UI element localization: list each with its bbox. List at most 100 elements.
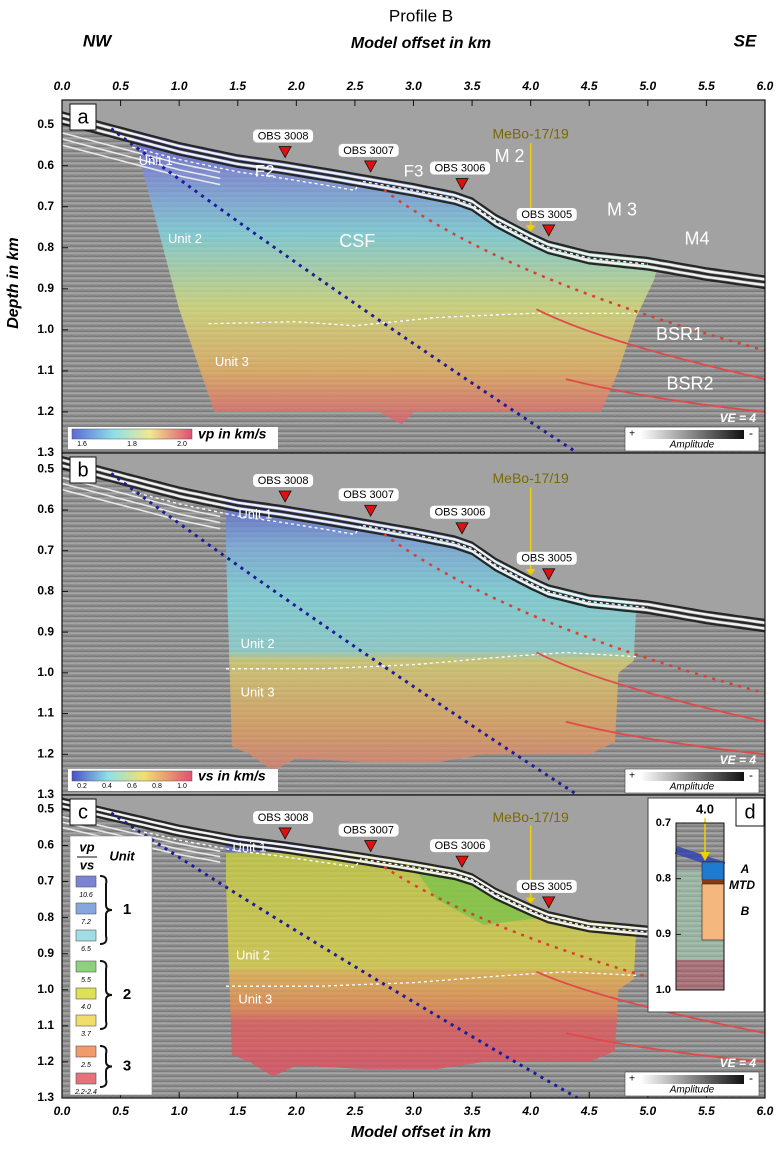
inset-layer-a — [701, 861, 725, 881]
x-tick-label: 5.5 — [698, 79, 715, 93]
bsr-line — [536, 651, 765, 723]
panel-label-box — [69, 798, 97, 826]
x-tick-label: 1.0 — [171, 79, 188, 93]
y-tick-label: 0.9 — [37, 946, 54, 960]
obs-marker — [455, 855, 469, 868]
x-tick-label: 3.0 — [405, 1104, 422, 1118]
unit-boundary — [226, 971, 637, 987]
x-tick-label: 5.0 — [639, 79, 656, 93]
obs-label-box — [430, 505, 491, 519]
obs-label-box — [253, 129, 314, 143]
obs-label-box — [430, 161, 491, 175]
inset-arrow-head — [700, 852, 710, 861]
legend-swatch — [75, 987, 97, 1000]
y-tick-label: 0.5 — [37, 461, 54, 475]
x-tick-label: 6.0 — [757, 1104, 774, 1118]
legend-unit: 3 — [123, 1057, 131, 1074]
legend-ratio: 3.7 — [81, 1031, 92, 1038]
bsr-line — [536, 970, 765, 1034]
legend-ratio: 4.0 — [81, 1004, 91, 1011]
direction-label: SE — [734, 31, 757, 50]
colorbar-label: vs in km/s — [198, 768, 266, 784]
x-tick-label: 5.0 — [639, 1104, 656, 1118]
x-tick-label: 1.0 — [171, 1104, 188, 1118]
legend-swatch — [75, 929, 97, 942]
x-tick-label: 5.5 — [698, 1104, 715, 1118]
legend-ratio: 5.5 — [81, 977, 91, 984]
legend-header: vs — [80, 857, 94, 872]
panel-label-box — [69, 103, 97, 131]
obs-label: OBS 3005 — [521, 881, 572, 893]
shallow-reflector — [62, 138, 221, 180]
x-tick-label: 4.5 — [580, 79, 598, 93]
colorbar-tick: 0.6 — [127, 783, 137, 790]
colorbar-tick: 1.6 — [77, 441, 87, 448]
annotation: Unit 2 — [236, 947, 270, 962]
obs-label-box — [516, 207, 577, 221]
obs-label: OBS 3006 — [435, 507, 486, 519]
obs-marker — [278, 490, 292, 503]
annotation: Unit 3 — [241, 685, 275, 700]
amplitude-minus: - — [749, 768, 753, 782]
blue-dotted-line — [110, 811, 579, 1098]
velocity-model — [226, 834, 637, 1077]
obs-label: OBS 3005 — [521, 209, 572, 221]
inset-y-tick-label: 0.7 — [656, 817, 671, 829]
x-tick-label: 6.0 — [757, 79, 774, 93]
obs-marker — [455, 178, 469, 191]
velocity-model — [132, 130, 660, 425]
ve-label: VE = 4 — [720, 1056, 757, 1070]
blue-dotted-line — [110, 472, 579, 795]
y-tick-label: 1.0 — [37, 665, 54, 679]
y-tick-label: 1.2 — [37, 1054, 54, 1068]
amplitude-bar — [640, 430, 744, 439]
blue-dotted-line — [110, 127, 579, 453]
obs-marker — [278, 827, 292, 840]
y-tick-label: 0.8 — [37, 240, 54, 254]
y-tick-label: 1.1 — [37, 363, 54, 377]
x-tick-label: 2.0 — [287, 1104, 305, 1118]
x-tick-label: 1.5 — [229, 1104, 246, 1118]
inset-y-tick-label: 0.8 — [656, 873, 671, 885]
seafloor-reflector — [62, 122, 765, 290]
obs-label: OBS 3008 — [258, 475, 309, 487]
y-tick-label: 0.8 — [37, 910, 54, 924]
annotation: Unit 3 — [215, 354, 249, 369]
y-tick-label: 1.2 — [37, 404, 54, 418]
direction-label: NW — [83, 31, 113, 50]
seafloor-reflector — [62, 456, 765, 621]
legend-ratio: 10.6 — [79, 892, 93, 899]
seafloor-reflector — [62, 111, 765, 278]
inset-y-tick-label: 0.9 — [656, 928, 671, 940]
legend-unit: 2 — [123, 986, 131, 1003]
well-arrow — [525, 225, 536, 232]
colorbar — [71, 428, 193, 440]
y-tick-label: 0.5 — [37, 802, 54, 816]
well-label: MeBo-17/19 — [493, 126, 569, 142]
annotation: Unit 1 — [232, 839, 266, 854]
seafloor-reflector — [62, 464, 765, 630]
y-tick-label: 0.7 — [37, 543, 54, 557]
annotation: Unit 3 — [238, 991, 272, 1006]
annotation: M 3 — [607, 200, 637, 220]
annotation: Unit 1 — [139, 153, 173, 168]
legend-brace — [99, 960, 113, 1030]
amplitude-bar — [640, 772, 744, 781]
amplitude-label: Amplitude — [669, 440, 715, 451]
obs-marker — [363, 840, 378, 853]
legend-header: Unit — [109, 848, 135, 863]
legend-swatch — [75, 1045, 97, 1058]
shallow-reflector — [62, 482, 221, 524]
x-tick-label: 1.5 — [229, 79, 246, 93]
obs-label: OBS 3007 — [343, 145, 394, 157]
y-tick-label: 0.8 — [37, 584, 54, 598]
obs-marker — [455, 522, 469, 535]
inset-overlay — [676, 960, 724, 990]
obs-label-box — [430, 839, 491, 853]
x-tick-label: 0.5 — [112, 79, 129, 93]
panel-label-box — [69, 456, 97, 484]
y-tick-label: 0.6 — [37, 502, 54, 516]
bsr-line — [565, 1032, 765, 1063]
well-label: MeBo-17/19 — [493, 470, 569, 486]
top-axis-label: Model offset in km — [351, 35, 491, 52]
